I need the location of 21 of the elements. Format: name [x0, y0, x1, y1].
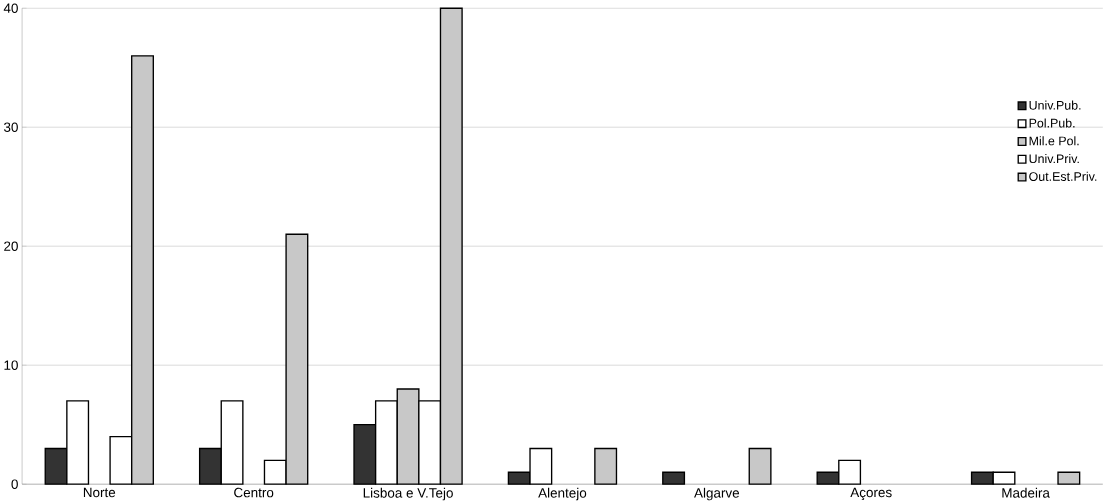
legend-label: Univ.Pub. — [1029, 100, 1081, 110]
bar — [748, 447, 772, 485]
y-tick-label: 20 — [4, 241, 18, 252]
x-tick-label: Madeira — [1002, 487, 1050, 498]
bar — [662, 471, 686, 485]
bar — [1057, 471, 1081, 485]
x-tick-label: Lisboa e V.Tejo — [363, 487, 453, 501]
legend-label: Mil.e Pol. — [1029, 136, 1079, 146]
y-tick-label: 0 — [11, 479, 18, 490]
y-tick-label: 10 — [4, 360, 18, 371]
legend-label: Out.Est.Priv. — [1029, 171, 1097, 182]
legend-label: Univ.Priv. — [1029, 154, 1079, 164]
x-tick-label: Algarve — [694, 487, 740, 501]
y-tick-label: 30 — [3, 122, 18, 133]
x-tick-label: Centro — [234, 487, 274, 498]
y-tick-label: 40 — [3, 3, 18, 14]
x-tick-label: Norte — [83, 487, 116, 498]
x-tick-label: Açores — [850, 487, 892, 501]
legend-label: Pol.Pub. — [1029, 118, 1075, 128]
bar — [594, 447, 618, 485]
x-tick-label: Alentejo — [538, 487, 587, 501]
